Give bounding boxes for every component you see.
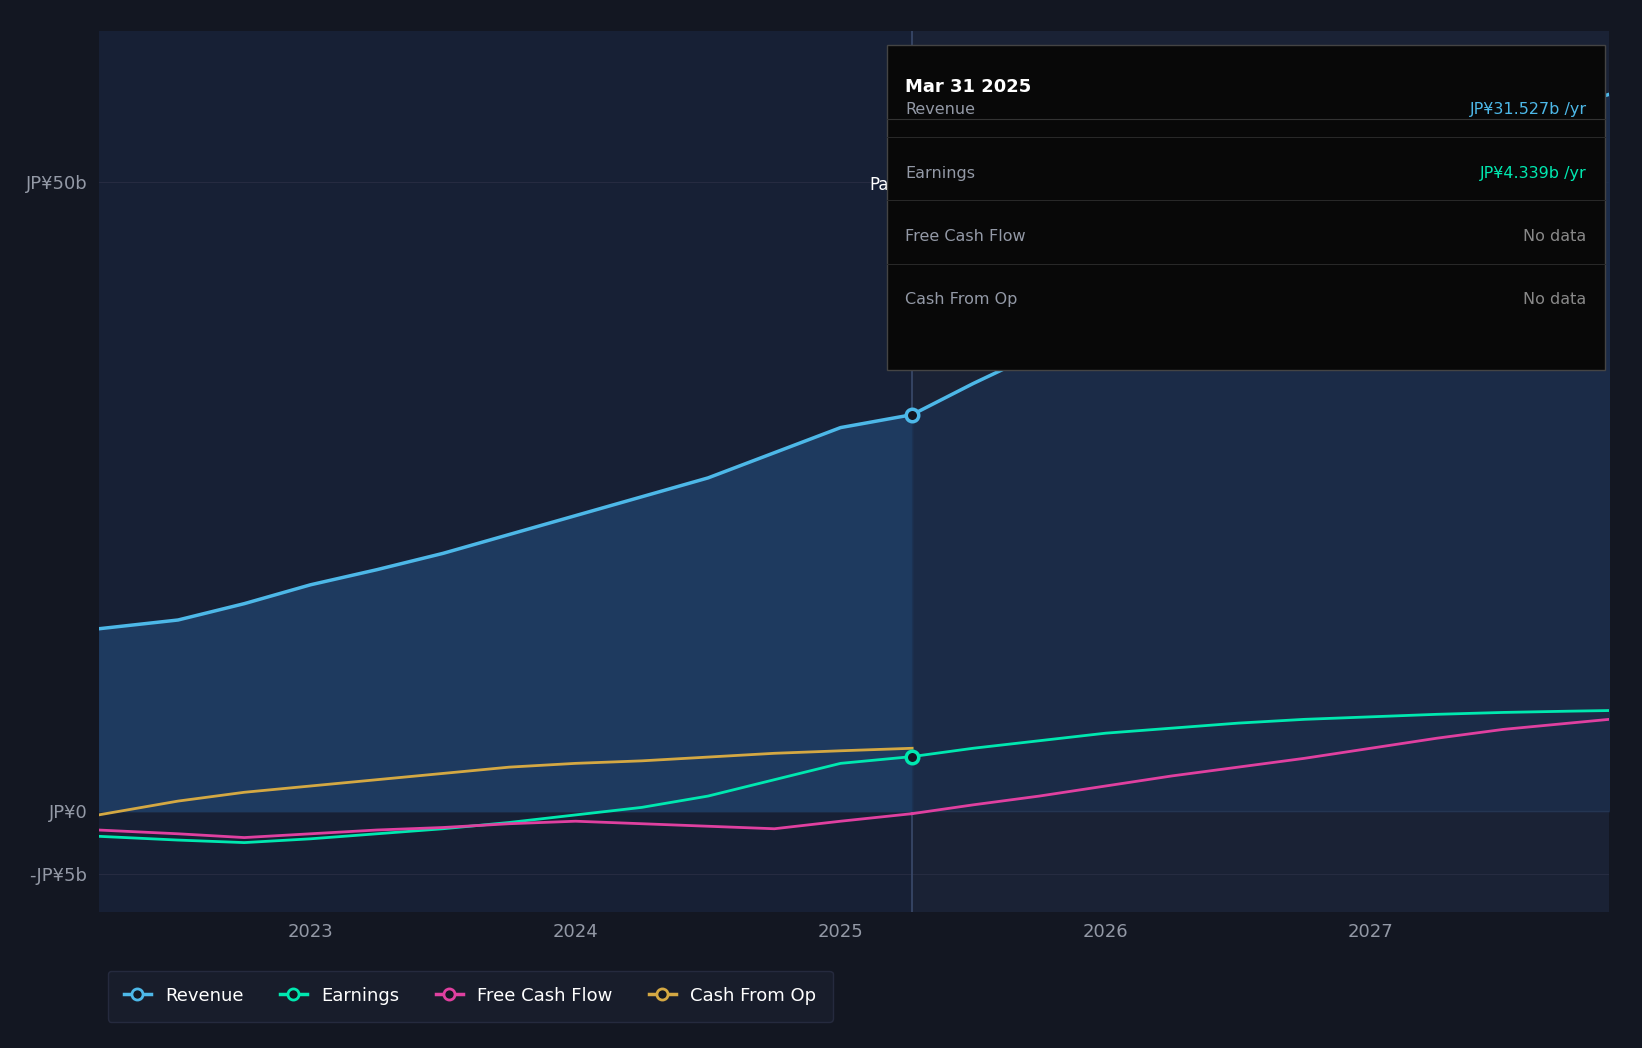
Text: Past: Past: [870, 176, 905, 194]
Text: JP¥4.339b /yr: JP¥4.339b /yr: [1479, 166, 1586, 180]
Bar: [913, 31, 1609, 912]
Legend: Revenue, Earnings, Free Cash Flow, Cash From Op: Revenue, Earnings, Free Cash Flow, Cash …: [107, 970, 832, 1022]
Text: Mar 31 2025: Mar 31 2025: [905, 79, 1031, 96]
Text: Analysts Forecasts: Analysts Forecasts: [920, 176, 1074, 194]
Text: Free Cash Flow: Free Cash Flow: [905, 230, 1026, 244]
Text: No data: No data: [1524, 292, 1586, 307]
FancyBboxPatch shape: [887, 45, 1604, 370]
Text: JP¥31.527b /yr: JP¥31.527b /yr: [1470, 103, 1586, 117]
Text: Revenue: Revenue: [905, 103, 975, 117]
Text: No data: No data: [1524, 230, 1586, 244]
Bar: [99, 31, 913, 912]
Text: Earnings: Earnings: [905, 166, 975, 180]
Text: Cash From Op: Cash From Op: [905, 292, 1018, 307]
